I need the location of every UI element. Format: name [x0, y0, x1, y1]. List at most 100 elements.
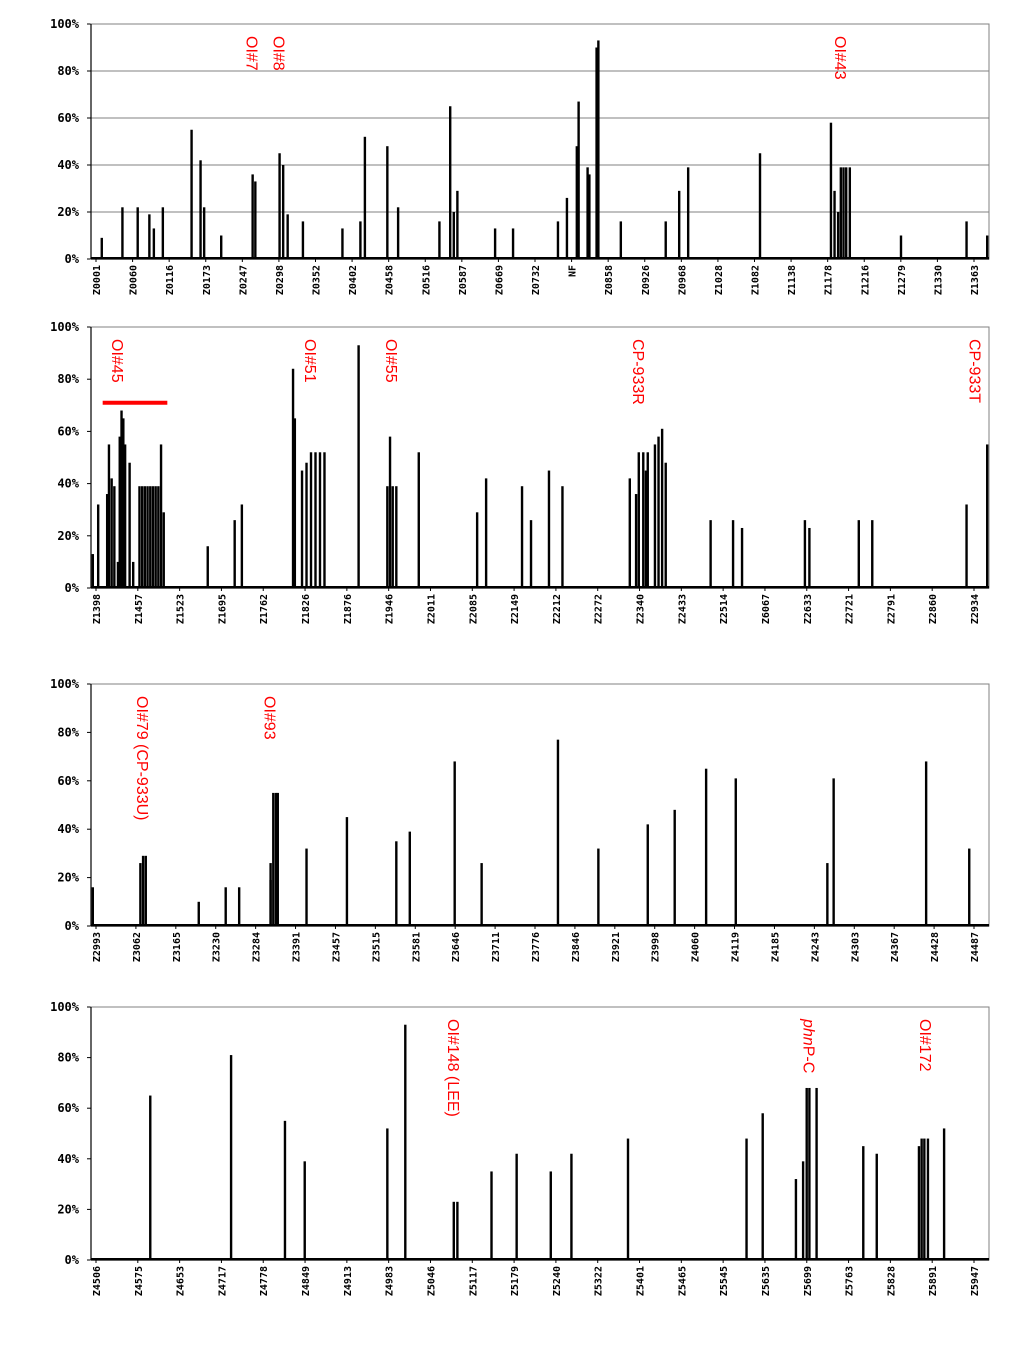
- bar: [520, 486, 524, 588]
- bar: [240, 504, 244, 588]
- x-tick-label: Z2340: [636, 594, 647, 624]
- y-tick-label: 40%: [57, 477, 79, 491]
- bar: [808, 1087, 811, 1260]
- x-tick-label: Z4060: [691, 932, 702, 962]
- annotation-label: OI#148 (LEE): [444, 1019, 461, 1117]
- x-tick-label: Z5179: [510, 1266, 521, 1296]
- x-tick-label: Z4428: [930, 932, 941, 962]
- annotation-label: OI#55: [382, 339, 399, 383]
- bar: [829, 122, 833, 259]
- bar: [162, 512, 165, 588]
- panel-4: 0% 20% 40% 60% 80% 100% Z4506 Z4575 Z4653 Z4717 Z4…: [50, 1000, 990, 1296]
- bar: [899, 235, 903, 259]
- panel-3: 0% 20% 40% 60% 80% 100% Z2993 Z3062 Z3165 Z3230 Z3…: [50, 677, 990, 962]
- bar: [105, 494, 109, 588]
- x-tick-label: Z1330: [933, 265, 944, 295]
- bar: [845, 167, 848, 259]
- bar: [404, 1024, 407, 1260]
- bar: [547, 470, 551, 588]
- bar: [673, 809, 676, 926]
- x-tick-label: Z3921: [611, 932, 622, 962]
- bar: [965, 221, 968, 259]
- x-tick-label: Z4185: [770, 932, 781, 962]
- panel-1: 0% 20% 40% 60% 80% 100% Z0001 Z0060 Z0116 Z0173 Z0…: [50, 17, 990, 295]
- bar: [832, 778, 835, 926]
- bar: [529, 520, 533, 588]
- bar: [740, 527, 744, 588]
- x-tick-label: Z1028: [714, 265, 725, 295]
- x-tick-label: Z0968: [677, 265, 688, 295]
- bar: [323, 452, 326, 588]
- bar: [924, 761, 928, 926]
- bar: [113, 486, 116, 588]
- bar: [281, 165, 285, 259]
- bar: [283, 1120, 287, 1260]
- bar: [148, 214, 151, 259]
- bar: [202, 207, 206, 259]
- x-tick-label: Z5401: [636, 1266, 647, 1296]
- bar: [417, 452, 420, 588]
- bar: [303, 1161, 306, 1260]
- bar: [597, 40, 600, 260]
- bar: [475, 512, 479, 588]
- bar: [408, 831, 411, 926]
- bar: [642, 452, 645, 588]
- y-tick-label: 100%: [50, 17, 80, 31]
- bar: [839, 167, 843, 259]
- bar: [305, 462, 308, 588]
- bar: [224, 887, 227, 926]
- x-tick-label: NF: [568, 265, 579, 277]
- annotation-label: OI#7: [243, 36, 260, 71]
- y-tick-label: 80%: [57, 1051, 79, 1065]
- x-tick-label: Z5763: [845, 1266, 856, 1296]
- x-tick-label: Z4849: [301, 1266, 312, 1296]
- annotation-label: CP-933R: [629, 339, 646, 405]
- x-tick-label: Z2993: [92, 932, 103, 962]
- x-tick-label: Z2514: [719, 594, 730, 624]
- x-tick-label: Z3776: [531, 932, 542, 962]
- y-tick-label: 20%: [57, 871, 79, 885]
- x-tick-label: Z4367: [890, 932, 901, 962]
- x-tick-label: Z5699: [803, 1266, 814, 1296]
- y-tick-label: 20%: [57, 205, 79, 219]
- bar: [278, 153, 281, 259]
- x-tick-label: Z2633: [803, 594, 814, 624]
- x-tick-label: Z4983: [385, 1266, 396, 1296]
- bar: [386, 486, 389, 588]
- x-tick-label: Z3457: [331, 932, 342, 962]
- x-tick-label: Z0173: [202, 265, 213, 295]
- y-tick-label: 100%: [50, 320, 80, 334]
- bar: [395, 841, 398, 926]
- baseline: [91, 586, 989, 588]
- bar: [157, 486, 160, 588]
- bar: [677, 190, 681, 259]
- bar: [917, 1146, 921, 1260]
- bar: [857, 520, 860, 588]
- x-tick-label: Z0352: [312, 265, 323, 295]
- x-tick-label: Z2791: [886, 594, 897, 624]
- bar: [291, 368, 295, 588]
- bar: [626, 1138, 630, 1260]
- y-tick-label: 0%: [65, 919, 80, 933]
- plot-frame: [90, 23, 990, 260]
- bar: [758, 153, 762, 259]
- plot-frame: [90, 1006, 990, 1261]
- bar: [493, 228, 497, 259]
- annotation-label: CP-933T: [966, 339, 983, 403]
- bar: [686, 167, 690, 259]
- x-tick-label: Z0926: [641, 265, 652, 295]
- x-tick-label: Z5322: [594, 1266, 605, 1296]
- bar: [110, 478, 113, 588]
- bar: [734, 778, 737, 926]
- bar: [745, 1138, 748, 1260]
- x-tick-label: Z0247: [238, 265, 249, 295]
- bar: [233, 520, 236, 588]
- bar: [637, 452, 640, 588]
- bar: [619, 221, 623, 259]
- bar: [565, 197, 569, 259]
- bar: [968, 848, 971, 926]
- bar: [269, 863, 272, 926]
- bar: [318, 452, 322, 588]
